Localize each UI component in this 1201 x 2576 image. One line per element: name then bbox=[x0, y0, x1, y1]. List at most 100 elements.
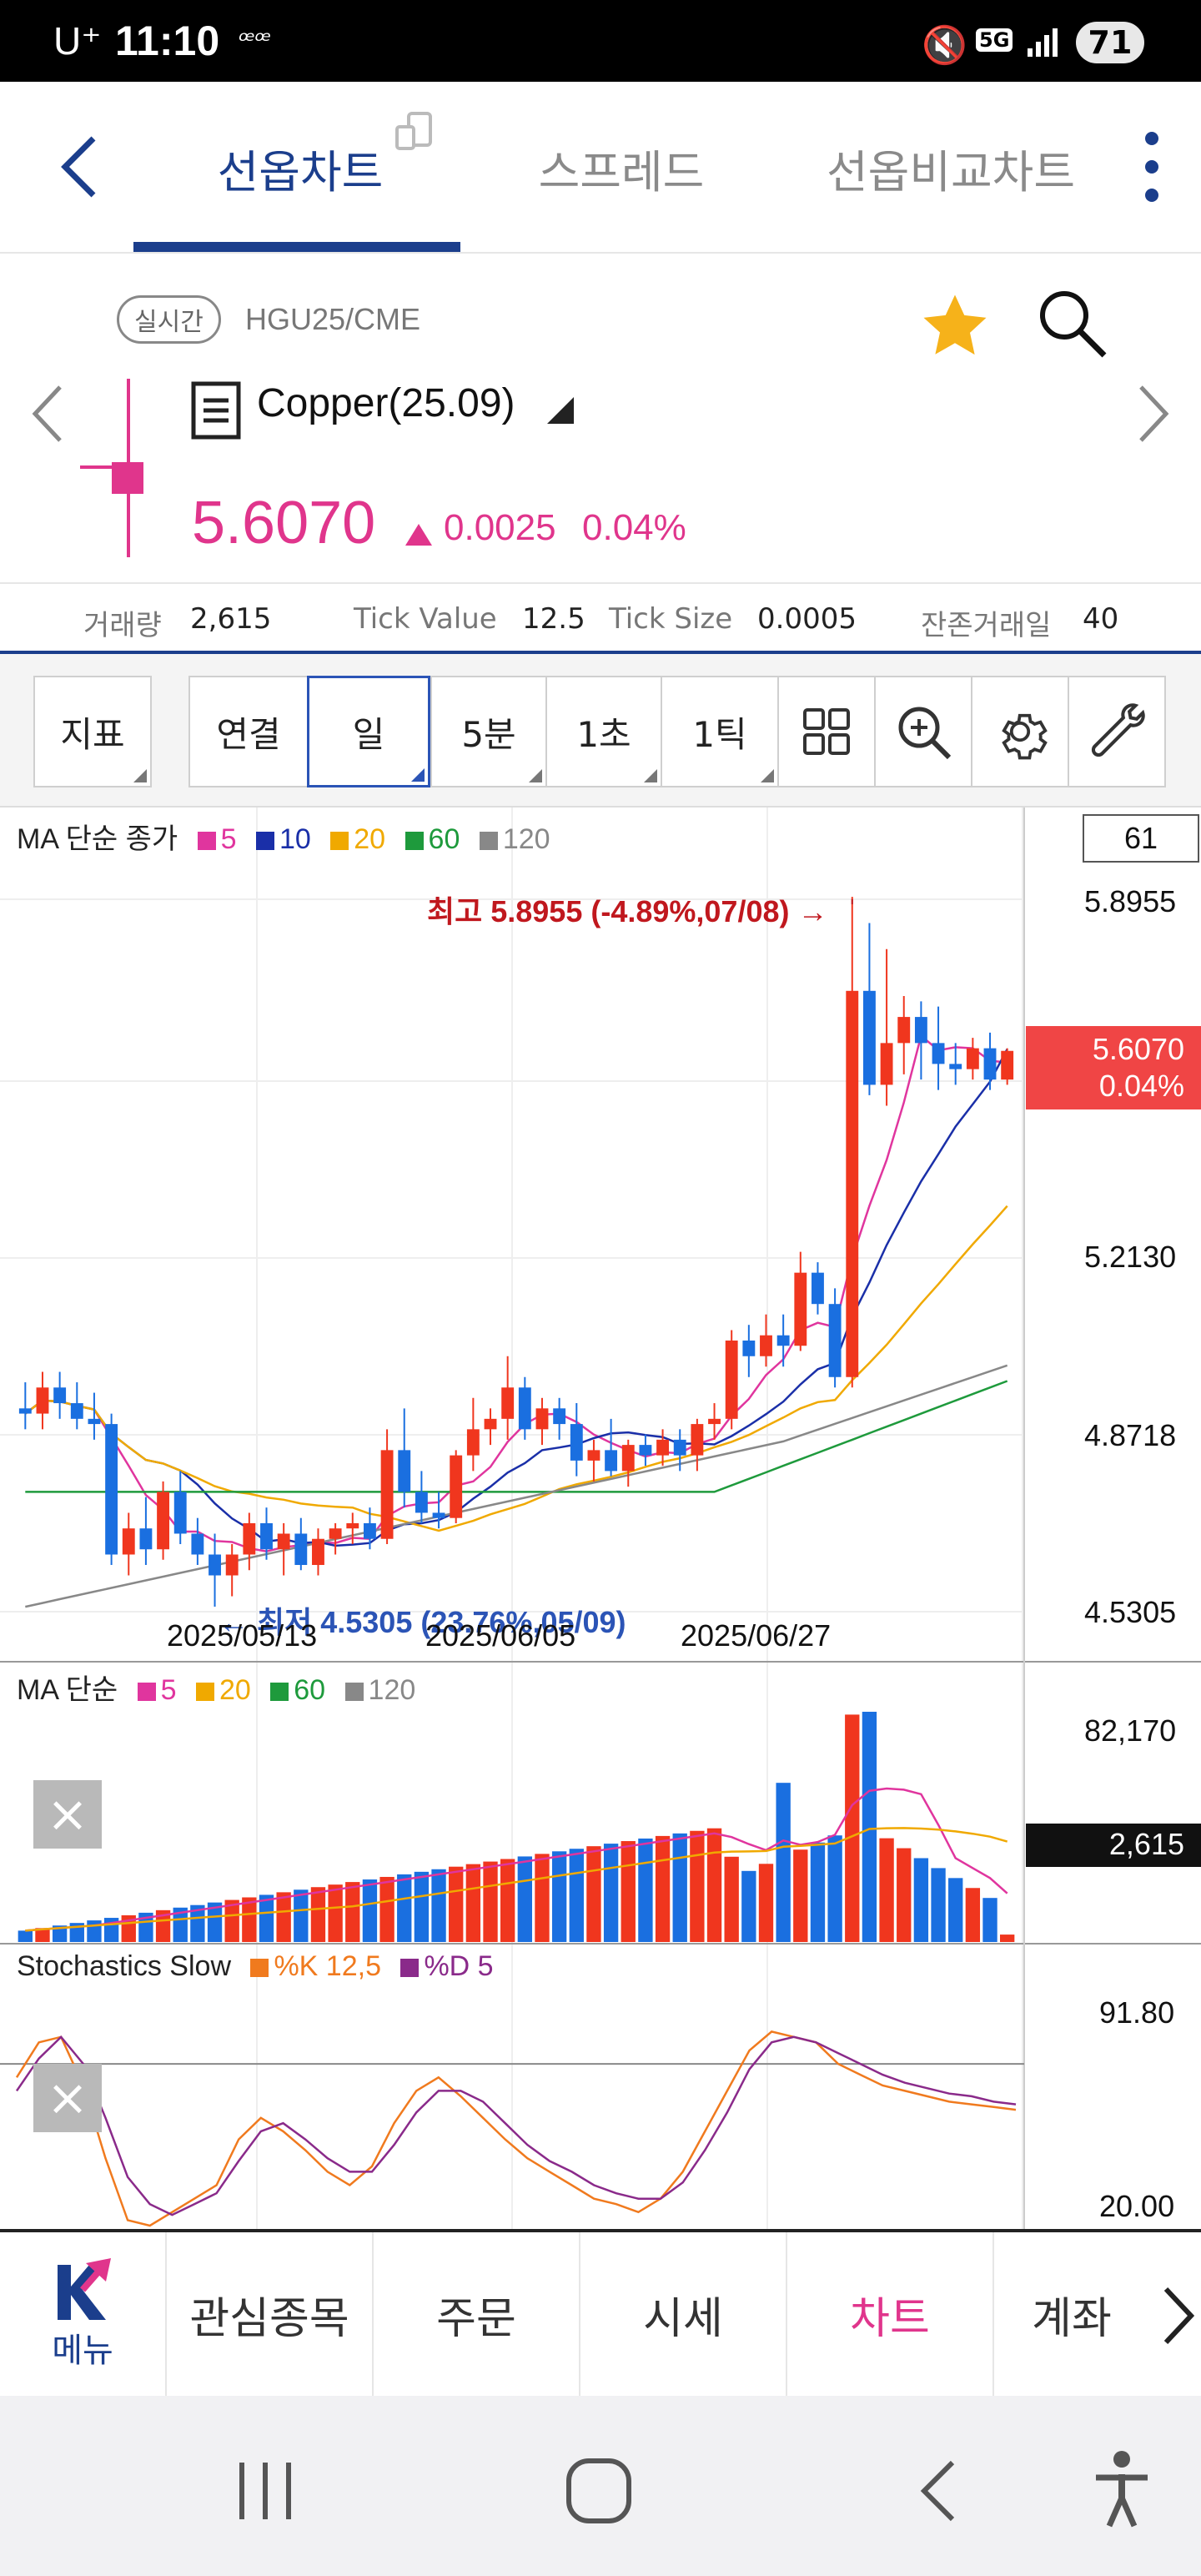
candle-body bbox=[691, 1424, 704, 1456]
nav-account[interactable]: 계좌 bbox=[1032, 2293, 1112, 2344]
candle-body bbox=[225, 1554, 239, 1576]
stoch-d-swatch bbox=[400, 1959, 420, 1977]
tab-spread[interactable]: 스프레드 bbox=[538, 145, 705, 199]
zoom-button[interactable] bbox=[874, 676, 972, 787]
tab-compare-chart[interactable]: 선옵비교차트 bbox=[826, 145, 1076, 199]
close-volume-pane-icon[interactable]: × bbox=[33, 1780, 102, 1849]
brand-logo-icon bbox=[58, 2258, 111, 2320]
ma60-line bbox=[25, 1380, 1008, 1493]
stoch-k-swatch bbox=[250, 1959, 269, 1977]
search-icon[interactable] bbox=[1034, 285, 1109, 364]
next-instrument-icon[interactable] bbox=[1133, 380, 1174, 450]
period-5min-button[interactable]: 5분 bbox=[430, 676, 547, 787]
vol-ma120-label: 120 bbox=[368, 1674, 416, 1706]
prev-instrument-icon[interactable] bbox=[27, 380, 68, 450]
current-volume-tag: 2,615 bbox=[1026, 1824, 1201, 1867]
period-1sec-button[interactable]: 1초 bbox=[545, 676, 662, 787]
volume-bar bbox=[190, 1904, 205, 1942]
signal-icon bbox=[1026, 25, 1059, 62]
nav-order[interactable]: 주문 bbox=[374, 2232, 580, 2396]
volume-bar bbox=[948, 1878, 963, 1942]
accessibility-icon[interactable] bbox=[1093, 2449, 1151, 2533]
instrument-name[interactable]: Copper(25.09) bbox=[257, 381, 515, 425]
settings-button[interactable] bbox=[971, 676, 1069, 787]
volume-bar bbox=[586, 1846, 601, 1942]
link-button[interactable]: 연결 bbox=[188, 676, 309, 787]
volume-bar bbox=[224, 1899, 239, 1942]
candle-body bbox=[53, 1387, 67, 1404]
close-stoch-pane-icon[interactable]: × bbox=[33, 2064, 102, 2132]
volume-bar bbox=[569, 1849, 584, 1942]
favorite-star-icon[interactable] bbox=[917, 289, 992, 367]
battery-indicator: 71 bbox=[1076, 22, 1144, 63]
instrument-dropdown-icon[interactable] bbox=[544, 394, 577, 430]
ma60-swatch bbox=[405, 832, 424, 850]
period-1tick-button[interactable]: 1틱 bbox=[661, 676, 779, 787]
candle-body bbox=[432, 1512, 445, 1518]
stochastics-legend[interactable]: Stochastics Slow %K 12,5 %D 5 bbox=[17, 1950, 494, 1983]
price-ma-legend[interactable]: MA 단순 종가 5 10 20 60 120 bbox=[17, 816, 550, 857]
nav-menu-label: 메뉴 bbox=[52, 2332, 113, 2370]
period-daily-button[interactable]: 일 bbox=[307, 676, 430, 787]
stoch-legend-title: Stochastics Slow bbox=[17, 1950, 231, 1982]
list-icon[interactable] bbox=[190, 380, 242, 444]
candle-body bbox=[105, 1424, 118, 1555]
candle-body bbox=[983, 1048, 997, 1080]
candle-body bbox=[484, 1418, 497, 1430]
volume-bar bbox=[52, 1925, 68, 1942]
volume-bar bbox=[173, 1907, 188, 1942]
recent-apps-icon[interactable] bbox=[234, 2459, 300, 2526]
more-menu-icon[interactable] bbox=[1139, 125, 1164, 212]
volume-bar bbox=[465, 1864, 481, 1942]
candle-body bbox=[173, 1492, 187, 1534]
tick-value-label: Tick Value bbox=[354, 602, 497, 636]
indicator-button[interactable]: 지표 bbox=[33, 676, 152, 787]
volume-bar bbox=[931, 1868, 946, 1942]
indicator-label: 지표 bbox=[60, 713, 125, 755]
min5-label: 5분 bbox=[461, 713, 516, 755]
candle-body bbox=[363, 1522, 376, 1539]
tab-futures-chart[interactable]: 선옵차트 bbox=[217, 145, 384, 199]
back-icon[interactable] bbox=[55, 133, 105, 204]
candle-body bbox=[949, 1064, 962, 1069]
volume-bar bbox=[897, 1848, 912, 1942]
nav-quotes[interactable]: 시세 bbox=[580, 2232, 787, 2396]
volume-bar bbox=[138, 1912, 153, 1942]
carrier-label: U⁺ bbox=[53, 19, 102, 63]
vol-ma5-line bbox=[25, 1787, 1008, 1932]
system-back-icon[interactable] bbox=[914, 2458, 964, 2528]
high-annotation: 최고 5.8955 (-4.89%,07/08) → bbox=[427, 894, 828, 928]
volume-bar bbox=[449, 1866, 464, 1942]
active-tab-indicator bbox=[133, 242, 460, 252]
instrument-code: HGU25/CME bbox=[245, 302, 421, 336]
nav-chart[interactable]: 차트 bbox=[787, 2232, 994, 2396]
volume-bar bbox=[276, 1892, 291, 1942]
candle-body bbox=[450, 1455, 463, 1518]
candle-body bbox=[243, 1522, 256, 1555]
clock: 11:10 bbox=[115, 18, 220, 64]
volume-bar bbox=[862, 1711, 877, 1942]
candle-body bbox=[966, 1048, 979, 1069]
price-axis-label-low: 4.5305 bbox=[1084, 1595, 1177, 1629]
candle-count-box[interactable]: 61 bbox=[1083, 814, 1199, 863]
days-left-label: 잔존거래일 bbox=[921, 609, 1052, 642]
volume-bar bbox=[551, 1851, 567, 1942]
current-price-tag-value: 5.6070 bbox=[1092, 1032, 1184, 1066]
volume-bar bbox=[913, 1858, 929, 1942]
volume-bar bbox=[431, 1869, 446, 1942]
price-change-pct: 0.04% bbox=[582, 507, 686, 548]
home-icon[interactable] bbox=[564, 2456, 634, 2529]
candle-body bbox=[725, 1340, 738, 1419]
chart-canvas[interactable] bbox=[0, 808, 1201, 2229]
volume-label: 거래량 bbox=[83, 609, 162, 642]
layout-grid-button[interactable] bbox=[777, 676, 876, 787]
nav-menu[interactable]: 메뉴 bbox=[0, 2232, 167, 2396]
candle-body bbox=[673, 1439, 686, 1456]
chart-area[interactable]: MA 단순 종가 5 10 20 60 120 61 최고 5.8955 (-4… bbox=[0, 808, 1201, 2229]
daily-label: 일 bbox=[352, 713, 385, 755]
nav-watchlist[interactable]: 관심종목 bbox=[167, 2232, 374, 2396]
volume-ma-legend[interactable]: MA 단순 5 20 60 120 bbox=[17, 1667, 415, 1708]
nav-scroll-right-icon[interactable] bbox=[1159, 2282, 1198, 2352]
candle-body bbox=[122, 1528, 135, 1555]
tools-button[interactable] bbox=[1068, 676, 1166, 787]
